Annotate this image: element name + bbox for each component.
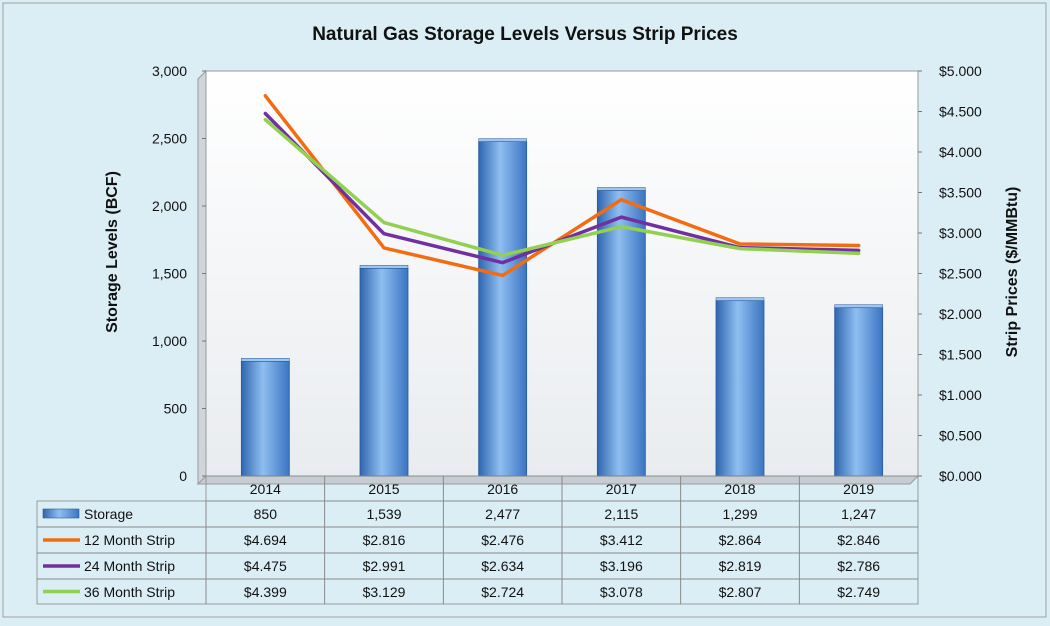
table-header-label: 2014	[250, 481, 281, 497]
storage-bar-top	[241, 358, 290, 362]
table-header-label: 2019	[843, 481, 874, 497]
right-tick-label: $2.500	[939, 266, 982, 282]
table-cell	[798, 578, 919, 605]
plot-side-wall	[197, 69, 207, 486]
data-label: 850	[254, 506, 278, 522]
line-36-month-strip	[263, 117, 861, 258]
data-label: $2.816	[363, 532, 406, 548]
left-tick-label: 2,000	[152, 198, 187, 214]
data-label: 2,115	[604, 506, 638, 522]
data-label: $3.412	[600, 532, 643, 548]
storage-bar	[834, 307, 884, 477]
left-tick-label: 3,000	[152, 63, 187, 79]
right-tick-label: $3.000	[939, 225, 982, 241]
right-tick-label: $5.000	[939, 63, 982, 79]
data-label: $2.846	[837, 532, 880, 548]
right-tick-label: $1.500	[939, 347, 982, 363]
right-tick-label: $4.500	[939, 104, 982, 120]
right-tick-label: $0.500	[939, 428, 982, 444]
chart-title: Natural Gas Storage Levels Versus Strip …	[312, 24, 738, 45]
right-tick-label: $2.000	[939, 306, 982, 322]
left-tick-label: 1,000	[152, 333, 187, 349]
data-label: $2.819	[719, 558, 762, 574]
data-label: $2.807	[719, 584, 762, 600]
line-12-month-strip	[263, 94, 861, 278]
plot-floor	[196, 475, 920, 485]
data-label: $2.749	[837, 584, 880, 600]
storage-bar-top	[478, 138, 527, 142]
data-label: $4.475	[244, 558, 287, 574]
left-tick-label: 0	[179, 468, 187, 484]
data-label: 1,299	[722, 506, 757, 522]
legend-label: 12 Month Strip	[84, 532, 175, 548]
storage-bar	[715, 300, 765, 477]
data-label: 1,539	[366, 506, 401, 522]
storage-bar	[359, 267, 409, 477]
legend-label: Storage	[84, 506, 133, 522]
data-table: 2014 2015 2016 2017 2018 2019 Storage 850 1,539 2…	[36, 475, 919, 605]
data-label: $2.724	[481, 584, 524, 600]
storage-bar-top	[597, 187, 646, 191]
right-tick-label: $1.000	[939, 387, 982, 403]
storage-bar	[478, 141, 528, 477]
left-axis-ticks: 0 500 1,000 1,500 2,000 2,500 3,000	[152, 63, 206, 484]
left-tick-label: 1,500	[152, 266, 187, 282]
data-label: $2.991	[363, 558, 406, 574]
right-tick-label: $4.000	[939, 144, 982, 160]
right-axis-title: Strip Prices ($/MMBtu)	[1004, 187, 1021, 358]
strip-lines	[263, 94, 861, 278]
data-label: $3.078	[600, 584, 643, 600]
storage-bar-top	[834, 304, 883, 308]
storage-bar	[240, 360, 290, 477]
data-label: 2,477	[485, 506, 520, 522]
storage-bar-top	[715, 297, 765, 301]
left-axis-title: Storage Levels (BCF)	[104, 171, 121, 333]
data-label: $3.129	[363, 584, 406, 600]
data-label: $2.634	[481, 558, 524, 574]
legend-key-storage	[42, 508, 80, 519]
data-label: 1,247	[841, 506, 876, 522]
left-tick-label: 2,500	[152, 131, 187, 147]
legend-label: 36 Month Strip	[84, 584, 175, 600]
table-header-label: 2015	[368, 481, 399, 497]
data-label: $2.864	[719, 532, 762, 548]
legend-label: 24 Month Strip	[84, 558, 175, 574]
data-label: $4.399	[244, 584, 287, 600]
right-tick-label: $3.500	[939, 185, 982, 201]
data-label: $4.694	[244, 532, 287, 548]
table-header-label: 2018	[724, 481, 755, 497]
storage-bar-top	[359, 264, 409, 269]
right-tick-label: $0.000	[939, 468, 982, 484]
data-label: $2.476	[481, 532, 524, 548]
storage-bars	[240, 138, 884, 477]
table-header-label: 2016	[487, 481, 518, 497]
data-label: $2.786	[837, 558, 880, 574]
storage-bar	[596, 190, 646, 477]
plot-back-wall	[205, 70, 919, 477]
right-axis-ticks: $0.000 $0.500 $1.000 $1.500 $2.000 $2.500 $3.0…	[918, 63, 982, 484]
data-label: $3.196	[600, 558, 643, 574]
table-header-label: 2017	[606, 481, 637, 497]
left-tick-label: 500	[164, 401, 188, 417]
